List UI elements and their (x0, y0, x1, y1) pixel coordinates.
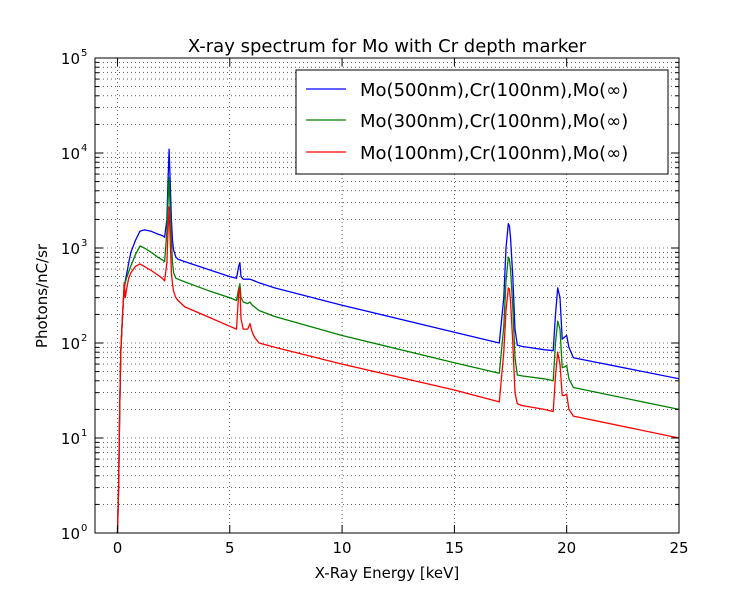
x-tick-label: 10 (333, 539, 352, 557)
series-layer (116, 148, 679, 533)
x-tick-label: 20 (557, 539, 576, 557)
y-tick-label-base: 10 (61, 335, 80, 353)
legend-label-1: Mo(500nm),Cr(100nm),Mo(∞) (360, 80, 628, 101)
y-tick-label-exponent: 1 (81, 428, 87, 439)
y-tick-label-exponent: 3 (81, 238, 87, 249)
legend-label-3: Mo(100nm),Cr(100nm),Mo(∞) (360, 143, 628, 164)
x-tick-label: 0 (113, 539, 123, 557)
y-tick-label-exponent: 2 (81, 333, 87, 344)
axis-ticks (95, 58, 680, 534)
chart-title: X-ray spectrum for Mo with Cr depth mark… (188, 36, 587, 57)
x-tick-label: 15 (445, 539, 464, 557)
legend: Mo(500nm),Cr(100nm),Mo(∞) Mo(300nm),Cr(1… (295, 69, 669, 175)
y-tick-label-base: 10 (61, 525, 80, 543)
plot-frame (94, 57, 680, 534)
y-axis-label: Photons/nC/sr (33, 243, 51, 348)
y-tick-label-exponent: 4 (81, 143, 87, 154)
x-tick-label: 5 (225, 539, 235, 557)
series-line-1 (116, 148, 679, 533)
y-tick-label-base: 10 (61, 145, 80, 163)
series-line-3 (116, 206, 679, 533)
x-tick-label: 25 (669, 539, 688, 557)
legend-box (295, 69, 669, 175)
y-tick-label-base: 10 (61, 430, 80, 448)
y-tick-label-base: 10 (61, 50, 80, 68)
legend-label-2: Mo(300nm),Cr(100nm),Mo(∞) (360, 111, 628, 132)
y-tick-label-exponent: 5 (81, 48, 87, 59)
series-line-2 (116, 177, 679, 533)
x-tick-labels: 0 5 10 15 20 25 (113, 539, 689, 557)
y-tick-label-base: 10 (61, 240, 80, 258)
y-tick-label-exponent: 0 (81, 523, 87, 534)
x-axis-label: X-Ray Energy [keV] (315, 564, 460, 582)
